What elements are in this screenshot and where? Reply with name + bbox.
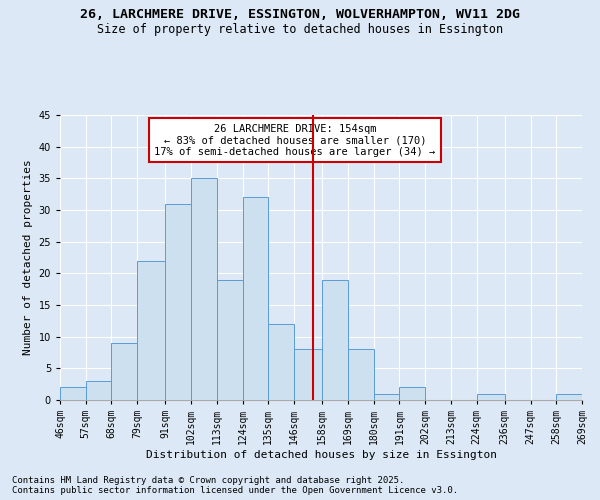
Bar — [556, 394, 582, 400]
Bar — [322, 280, 348, 400]
Bar — [86, 381, 112, 400]
X-axis label: Distribution of detached houses by size in Essington: Distribution of detached houses by size … — [146, 450, 497, 460]
Y-axis label: Number of detached properties: Number of detached properties — [23, 160, 33, 356]
Text: Size of property relative to detached houses in Essington: Size of property relative to detached ho… — [97, 22, 503, 36]
Bar — [374, 394, 400, 400]
Bar — [268, 324, 294, 400]
Bar — [112, 343, 137, 400]
Bar — [476, 394, 505, 400]
Bar — [137, 260, 166, 400]
Bar — [348, 350, 374, 400]
Text: 26 LARCHMERE DRIVE: 154sqm
← 83% of detached houses are smaller (170)
17% of sem: 26 LARCHMERE DRIVE: 154sqm ← 83% of deta… — [154, 124, 436, 157]
Bar — [166, 204, 191, 400]
Bar — [294, 350, 322, 400]
Text: Contains HM Land Registry data © Crown copyright and database right 2025.
Contai: Contains HM Land Registry data © Crown c… — [12, 476, 458, 495]
Bar — [242, 198, 268, 400]
Bar — [217, 280, 242, 400]
Bar — [191, 178, 217, 400]
Bar — [60, 388, 86, 400]
Bar — [400, 388, 425, 400]
Text: 26, LARCHMERE DRIVE, ESSINGTON, WOLVERHAMPTON, WV11 2DG: 26, LARCHMERE DRIVE, ESSINGTON, WOLVERHA… — [80, 8, 520, 20]
